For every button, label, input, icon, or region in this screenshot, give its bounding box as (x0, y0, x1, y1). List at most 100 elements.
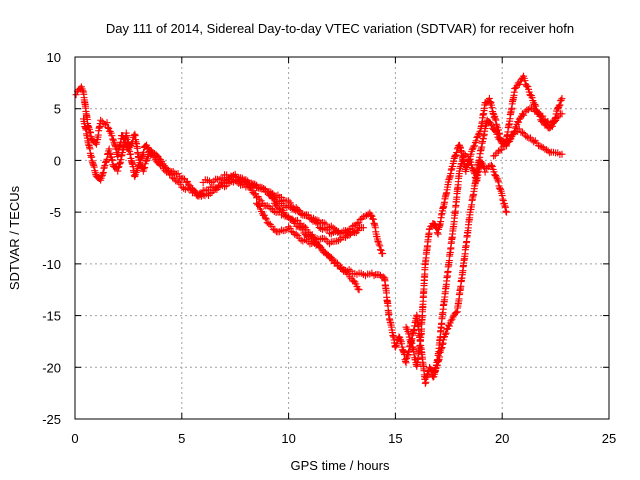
data-point (502, 142, 510, 150)
data-point (355, 219, 363, 227)
data-point (379, 250, 387, 258)
data-point (493, 175, 501, 183)
data-point (276, 208, 284, 216)
data-point (158, 162, 166, 170)
data-point (138, 152, 146, 160)
data-point (345, 266, 353, 274)
data-point (376, 246, 384, 254)
data-point (267, 188, 275, 196)
data-point (377, 246, 385, 254)
data-point (557, 96, 565, 104)
data-point (530, 138, 538, 146)
data-point (488, 121, 496, 129)
data-point (271, 226, 279, 234)
data-point (294, 205, 302, 213)
data-point (323, 251, 331, 259)
data-point (222, 177, 230, 185)
x-tick-label: 0 (71, 431, 78, 446)
data-point (265, 203, 273, 211)
data-point (441, 330, 449, 338)
series-trace-f (381, 150, 510, 387)
data-point (289, 229, 297, 237)
series-trace-i (490, 125, 566, 160)
data-point (279, 211, 287, 219)
data-point (302, 212, 310, 220)
data-point (327, 222, 335, 230)
data-point (292, 230, 300, 238)
series-trace-d (231, 176, 387, 258)
data-point (140, 148, 148, 156)
y-tick-label: 10 (47, 50, 61, 65)
data-point (544, 147, 552, 155)
data-point (263, 219, 271, 227)
data-point (518, 128, 526, 136)
data-point (140, 165, 148, 173)
data-point (221, 183, 229, 191)
data-point (532, 106, 540, 114)
data-point (106, 127, 114, 135)
data-point (286, 224, 294, 232)
data-point (376, 242, 384, 250)
data-point (72, 91, 80, 99)
data-point (219, 174, 227, 182)
data-point (144, 144, 152, 152)
data-point (342, 233, 350, 241)
data-point (185, 185, 193, 193)
data-point (520, 111, 528, 119)
data-point (543, 146, 551, 154)
data-point (214, 183, 222, 191)
data-point (97, 116, 105, 124)
data-point (451, 152, 459, 160)
data-point (276, 228, 284, 236)
data-point (104, 123, 112, 131)
data-point (473, 133, 481, 141)
data-point (281, 227, 289, 235)
data-point (354, 285, 362, 293)
y-tick-label: -5 (49, 205, 61, 220)
data-point (288, 202, 296, 210)
data-point (490, 168, 498, 176)
data-point (103, 119, 111, 127)
data-point (469, 167, 477, 175)
data-point (211, 185, 219, 193)
x-tick-label: 25 (602, 431, 616, 446)
data-point (466, 156, 474, 164)
data-point (260, 184, 268, 192)
data-point (544, 117, 552, 125)
data-point (292, 204, 300, 212)
data-point (306, 214, 314, 222)
data-point (493, 130, 501, 138)
data-point (492, 173, 500, 181)
data-point (295, 219, 303, 227)
data-point (149, 152, 157, 160)
data-point (206, 189, 214, 197)
data-point (491, 126, 499, 134)
data-point (498, 137, 506, 145)
data-point (367, 211, 375, 219)
data-point (166, 170, 174, 178)
data-point (524, 106, 532, 114)
data-point (279, 196, 287, 204)
data-point (447, 317, 455, 325)
data-point (369, 215, 377, 223)
data-point (521, 77, 529, 85)
data-point (321, 249, 329, 257)
data-point (100, 120, 108, 128)
data-point (179, 174, 187, 182)
data-point (283, 212, 291, 220)
series-trace-a (72, 83, 363, 294)
y-tick-label: -10 (42, 257, 61, 272)
data-point (324, 226, 332, 234)
data-point (395, 333, 403, 341)
data-point (430, 220, 438, 228)
data-point (556, 101, 564, 109)
y-tick-label: -25 (42, 412, 61, 427)
data-point (498, 146, 506, 154)
data-point (285, 197, 293, 205)
data-point (135, 162, 143, 170)
data-point (453, 149, 461, 157)
data-point (523, 133, 531, 141)
series-trace-h (430, 104, 566, 375)
data-point (263, 202, 271, 210)
